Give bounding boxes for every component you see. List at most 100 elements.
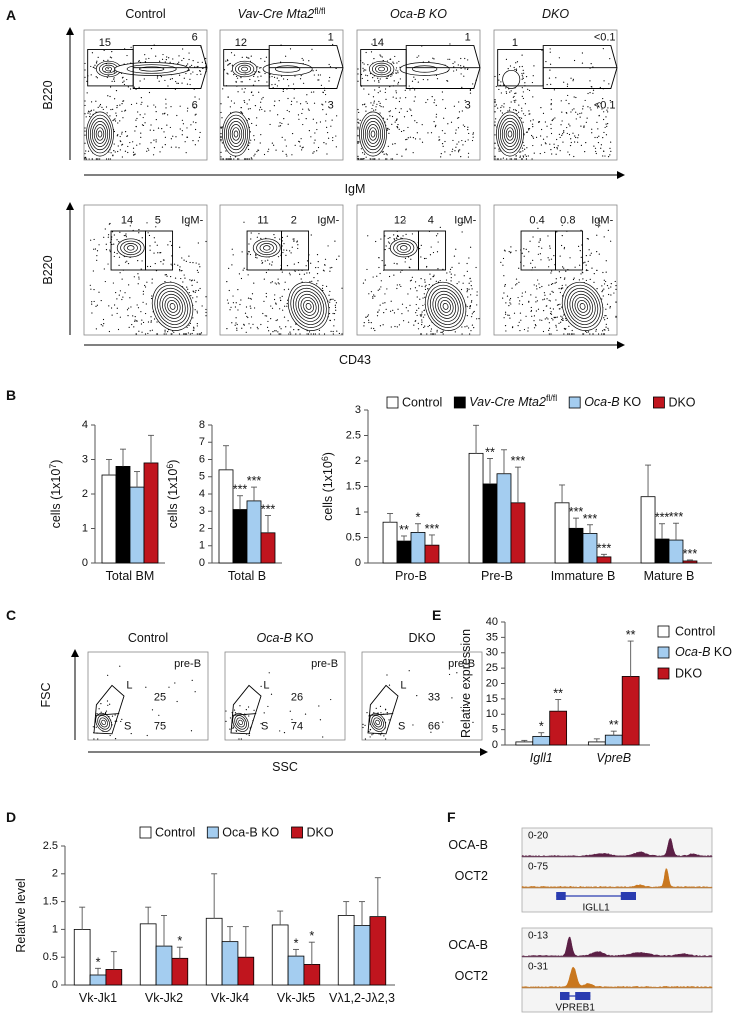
event-dot <box>134 130 136 132</box>
event-dot <box>536 288 538 290</box>
event-dot <box>460 73 462 75</box>
event-dot <box>546 83 548 86</box>
event-dot <box>540 128 543 131</box>
event-dot <box>115 115 118 117</box>
event-dot <box>503 275 505 277</box>
event-dot <box>592 333 594 335</box>
event-dot <box>514 68 516 71</box>
event-dot <box>90 239 92 241</box>
event-dot <box>195 290 197 292</box>
y-tick-label: 3 <box>199 505 205 517</box>
event-dot <box>601 298 603 300</box>
event-dot <box>361 152 364 154</box>
event-dot <box>220 140 222 142</box>
event-dot <box>248 118 250 120</box>
event-dot <box>391 158 394 160</box>
event-dot <box>405 97 407 99</box>
event-dot <box>378 80 380 82</box>
event-dot <box>581 52 584 54</box>
event-dot <box>330 298 332 300</box>
event-dot <box>229 63 231 65</box>
event-dot <box>228 267 230 270</box>
event-dot <box>552 319 554 321</box>
event-dot <box>609 307 611 309</box>
panel-label: B <box>6 387 16 403</box>
event-dot <box>329 270 331 272</box>
event-dot <box>373 80 376 82</box>
y-tick-label: 40 <box>486 616 498 628</box>
event-dot <box>142 321 145 324</box>
event-dot <box>87 112 89 114</box>
event-dot <box>195 301 197 303</box>
event-dot <box>317 266 319 269</box>
legend-swatch <box>653 396 665 409</box>
event-dot <box>103 268 105 270</box>
event-dot <box>557 304 559 306</box>
event-dot <box>378 86 380 89</box>
event-dot <box>197 61 199 64</box>
contour <box>368 60 395 78</box>
event-dot <box>247 108 250 110</box>
event-dot <box>357 155 359 157</box>
event-dot <box>330 330 332 332</box>
event-dot <box>136 117 138 120</box>
error-bar <box>586 524 593 534</box>
event-dot <box>178 61 180 63</box>
event-dot <box>475 266 477 269</box>
event-dot <box>555 326 557 328</box>
significance: *** <box>569 505 584 519</box>
legend-label: Control <box>155 825 195 839</box>
event-dot <box>310 91 313 93</box>
event-dot <box>461 333 463 335</box>
event-dot <box>455 248 457 250</box>
significance: * <box>539 720 544 734</box>
event-dot <box>165 333 167 335</box>
event-dot <box>386 129 388 131</box>
event-dot <box>140 136 142 138</box>
event-dot <box>89 115 91 118</box>
event-dot <box>341 287 343 289</box>
event-dot <box>269 110 271 112</box>
legend-label-part: fl/fl <box>546 393 557 403</box>
event-dot <box>143 78 145 80</box>
event-dot <box>532 119 534 121</box>
event-dot <box>461 110 463 112</box>
y-tick-label: 2.5 <box>346 429 361 441</box>
event-dot <box>603 283 606 285</box>
event-dot <box>435 235 438 237</box>
gene-exon <box>556 892 566 900</box>
event-dot <box>282 150 284 152</box>
event-dot <box>478 317 480 320</box>
track-range: 0-13 <box>528 931 548 942</box>
event-dot <box>107 263 109 265</box>
contour <box>138 66 165 72</box>
event-dot <box>580 256 582 258</box>
event-dot <box>502 264 504 266</box>
event-dot <box>513 312 516 314</box>
event-dot <box>118 256 121 258</box>
event-dot <box>610 240 612 242</box>
event-dot <box>93 288 95 291</box>
event-dot <box>566 132 568 135</box>
event-dot <box>223 69 226 71</box>
event-dot <box>515 92 517 94</box>
event-dot <box>548 259 550 261</box>
event-dot <box>306 102 308 104</box>
event-dot <box>185 333 188 335</box>
event-dot <box>579 112 581 115</box>
error-bar <box>538 732 545 737</box>
event-dot <box>469 305 471 307</box>
event-dot <box>550 313 553 315</box>
event-dot <box>364 724 366 727</box>
event-dot <box>596 234 598 236</box>
event-dot <box>568 133 571 136</box>
event-dot <box>184 141 186 143</box>
event-dot <box>473 310 475 313</box>
event-dot <box>521 147 524 149</box>
event-dot <box>287 288 290 290</box>
event-dot <box>285 145 287 147</box>
event-dot <box>250 298 252 300</box>
event-dot <box>248 323 250 325</box>
contour <box>235 62 255 76</box>
gate-name: S <box>261 721 268 733</box>
